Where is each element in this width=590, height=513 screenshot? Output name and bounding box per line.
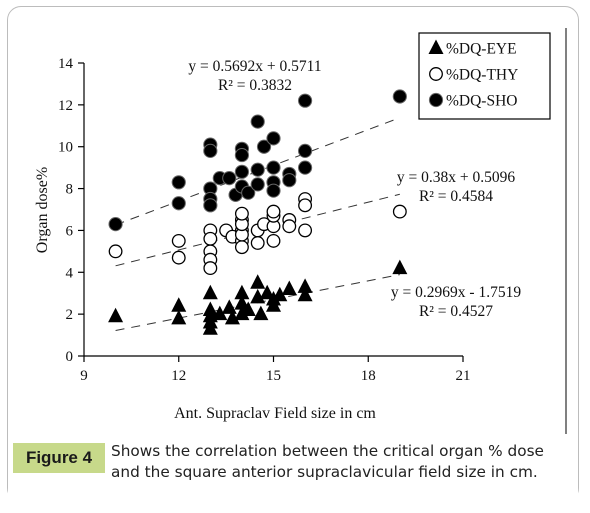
data-point — [266, 183, 281, 198]
trendline-equation: y = 0.2969x - 1.7519 — [391, 284, 521, 301]
legend-label: %DQ-THY — [446, 67, 518, 84]
data-point — [171, 175, 186, 190]
data-point — [297, 160, 313, 175]
data-point — [266, 290, 281, 306]
x-tick-label: 15 — [266, 368, 281, 384]
data-point — [240, 301, 256, 316]
data-point — [266, 204, 281, 219]
data-point — [171, 250, 186, 265]
data-point — [171, 196, 186, 211]
data-point — [392, 204, 407, 219]
data-point — [108, 244, 123, 259]
data-point — [250, 162, 265, 177]
data-point — [250, 236, 265, 250]
data-point — [241, 185, 256, 200]
data-point — [234, 295, 250, 310]
data-point — [297, 286, 313, 302]
data-point — [171, 297, 187, 312]
x-tick-label: 12 — [171, 368, 186, 384]
data-point — [203, 198, 218, 213]
data-point — [234, 147, 250, 163]
data-point — [266, 233, 281, 248]
legend: %DQ-EYE %DQ-THY %DQ-SHO — [418, 32, 551, 120]
data-points — [108, 89, 408, 335]
axes: 0 2 4 6 8 10 12 14 9 12 15 18 21 Ant. Supraclav Field… — [34, 28, 567, 434]
data-point — [234, 164, 250, 179]
y-tick-label: 10 — [58, 140, 73, 156]
data-point — [250, 114, 265, 129]
y-tick-label: 2 — [66, 307, 74, 323]
series-1 — [108, 192, 407, 276]
data-point — [202, 284, 218, 300]
legend-label: %DQ-SHO — [446, 93, 517, 110]
scatter-chart: 0 2 4 6 8 10 12 14 9 12 15 18 21 Ant. Supraclav Field… — [34, 28, 567, 434]
r-squared-label: R² = 0.4527 — [419, 303, 493, 320]
data-point — [392, 89, 407, 104]
legend-marker — [428, 39, 444, 54]
data-point — [250, 288, 266, 304]
y-tick-label: 14 — [58, 56, 74, 72]
y-tick-label: 6 — [66, 223, 74, 239]
legend-label: %DQ-EYE — [446, 41, 517, 58]
data-point — [272, 286, 288, 302]
r-squared-label: R² = 0.4584 — [419, 188, 493, 205]
data-point — [108, 307, 124, 323]
data-point — [298, 198, 313, 213]
caption-text: Shows the correlation between the critic… — [111, 442, 544, 481]
y-tick-label: 12 — [58, 98, 73, 114]
data-point — [250, 274, 266, 289]
trendline-equation: y = 0.38x + 0.5096 — [397, 169, 515, 186]
data-point — [224, 309, 240, 325]
data-point — [297, 278, 313, 293]
data-point — [171, 309, 187, 325]
data-point — [234, 240, 249, 255]
data-point — [256, 139, 272, 154]
data-point — [297, 93, 313, 108]
data-point — [297, 143, 313, 158]
y-tick-label: 0 — [66, 349, 74, 365]
data-point — [234, 206, 249, 221]
data-point — [266, 131, 281, 146]
r-squared-label: R² = 0.3832 — [218, 77, 292, 94]
data-point — [222, 171, 237, 186]
data-point — [282, 173, 297, 188]
x-tick-label: 18 — [361, 368, 376, 384]
data-point — [259, 284, 275, 300]
data-point — [234, 284, 250, 300]
y-tick-label: 8 — [66, 182, 74, 198]
data-point — [221, 299, 237, 314]
figure-label: Figure 4 — [13, 443, 105, 473]
labels: y = 0.2969x - 1.7519 R² = 0.4527 y = 0.38x… — [188, 58, 521, 320]
data-point — [253, 305, 269, 321]
trendline-equation: y = 0.5692x + 0.5711 — [188, 58, 321, 75]
data-point — [234, 305, 250, 321]
data-point — [203, 143, 218, 158]
series-0 — [108, 259, 408, 335]
data-point — [281, 280, 297, 296]
y-tick-label: 4 — [66, 265, 74, 281]
data-point — [266, 160, 281, 175]
data-point — [203, 231, 218, 246]
data-point — [108, 217, 123, 232]
data-point — [250, 177, 265, 192]
data-point — [203, 261, 218, 276]
x-axis-title: Ant. Supraclav Field size in cm — [174, 405, 376, 422]
data-point — [171, 233, 186, 248]
data-point — [202, 320, 218, 335]
series-2 — [108, 89, 407, 232]
data-point — [282, 219, 297, 234]
x-tick-label: 9 — [80, 368, 88, 384]
data-point — [212, 305, 228, 321]
data-point — [298, 223, 313, 238]
y-axis-title: Organ dose% — [34, 167, 51, 253]
data-point — [392, 259, 408, 275]
legend-marker — [428, 92, 444, 108]
x-tick-label: 21 — [456, 368, 471, 384]
legend-marker — [429, 67, 443, 81]
